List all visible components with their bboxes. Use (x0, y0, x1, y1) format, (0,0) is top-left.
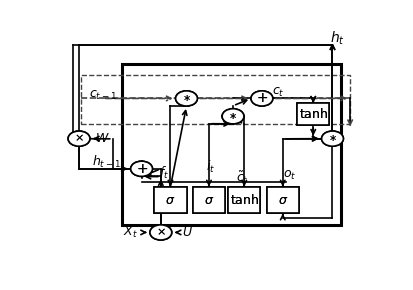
Text: $f_t$: $f_t$ (159, 165, 169, 181)
Text: $c_t$: $c_t$ (271, 86, 284, 99)
Text: $\tanh$: $\tanh$ (298, 107, 327, 121)
Text: $\times$: $\times$ (156, 227, 165, 238)
Bar (228, 187, 260, 213)
Text: $+$: $+$ (135, 162, 147, 176)
Bar (122, 64, 340, 224)
Text: $i_t$: $i_t$ (206, 159, 215, 175)
Circle shape (68, 131, 90, 146)
Text: $h_{t-1}$: $h_{t-1}$ (92, 154, 121, 170)
Bar (266, 187, 298, 213)
Bar (154, 187, 186, 213)
Circle shape (222, 109, 243, 124)
Text: $*$: $*$ (182, 92, 190, 105)
Text: $\sigma$: $\sigma$ (277, 193, 287, 206)
Text: $\times$: $\times$ (74, 133, 84, 144)
Text: $*$: $*$ (328, 132, 336, 145)
Text: $W$: $W$ (95, 132, 109, 145)
Bar (228, 187, 260, 213)
Circle shape (250, 91, 272, 106)
Text: $*$: $*$ (228, 110, 236, 123)
Text: $U$: $U$ (182, 226, 193, 239)
Circle shape (131, 161, 152, 176)
Text: $+$: $+$ (255, 91, 267, 106)
Text: $\tilde{c}_t$: $\tilde{c}_t$ (236, 169, 248, 186)
Text: $*$: $*$ (182, 92, 190, 105)
Circle shape (175, 91, 197, 106)
Bar (154, 187, 186, 213)
Circle shape (321, 131, 342, 146)
Bar (81, 75, 349, 124)
Text: $h_t$: $h_t$ (329, 30, 344, 47)
Circle shape (222, 109, 243, 124)
Text: $c_{t-1}$: $c_{t-1}$ (88, 88, 116, 102)
Bar (297, 103, 328, 125)
Text: $\tanh$: $\tanh$ (229, 193, 258, 207)
Circle shape (250, 91, 272, 106)
Text: $\sigma$: $\sigma$ (277, 193, 287, 206)
Text: $o_t$: $o_t$ (282, 169, 295, 182)
Text: $\times$: $\times$ (74, 133, 84, 144)
Text: $\sigma$: $\sigma$ (165, 193, 175, 206)
Text: $\times$: $\times$ (156, 227, 165, 238)
Circle shape (131, 161, 152, 176)
Text: $*$: $*$ (328, 132, 336, 145)
Circle shape (150, 225, 171, 240)
Text: $*$: $*$ (228, 110, 236, 123)
Circle shape (321, 131, 342, 146)
Bar (266, 187, 298, 213)
Circle shape (150, 225, 171, 240)
Text: $\tanh$: $\tanh$ (298, 107, 327, 121)
Text: $\sigma$: $\sigma$ (165, 193, 175, 206)
Text: $X_t$: $X_t$ (123, 225, 138, 240)
Text: $+$: $+$ (255, 91, 267, 106)
Text: $\sigma$: $\sigma$ (203, 193, 214, 206)
Circle shape (68, 131, 90, 146)
Bar (297, 103, 328, 125)
Text: $\tanh$: $\tanh$ (229, 193, 258, 207)
Bar (192, 187, 225, 213)
Text: $+$: $+$ (135, 162, 147, 176)
Circle shape (175, 91, 197, 106)
Bar (192, 187, 225, 213)
Text: $\sigma$: $\sigma$ (203, 193, 214, 206)
